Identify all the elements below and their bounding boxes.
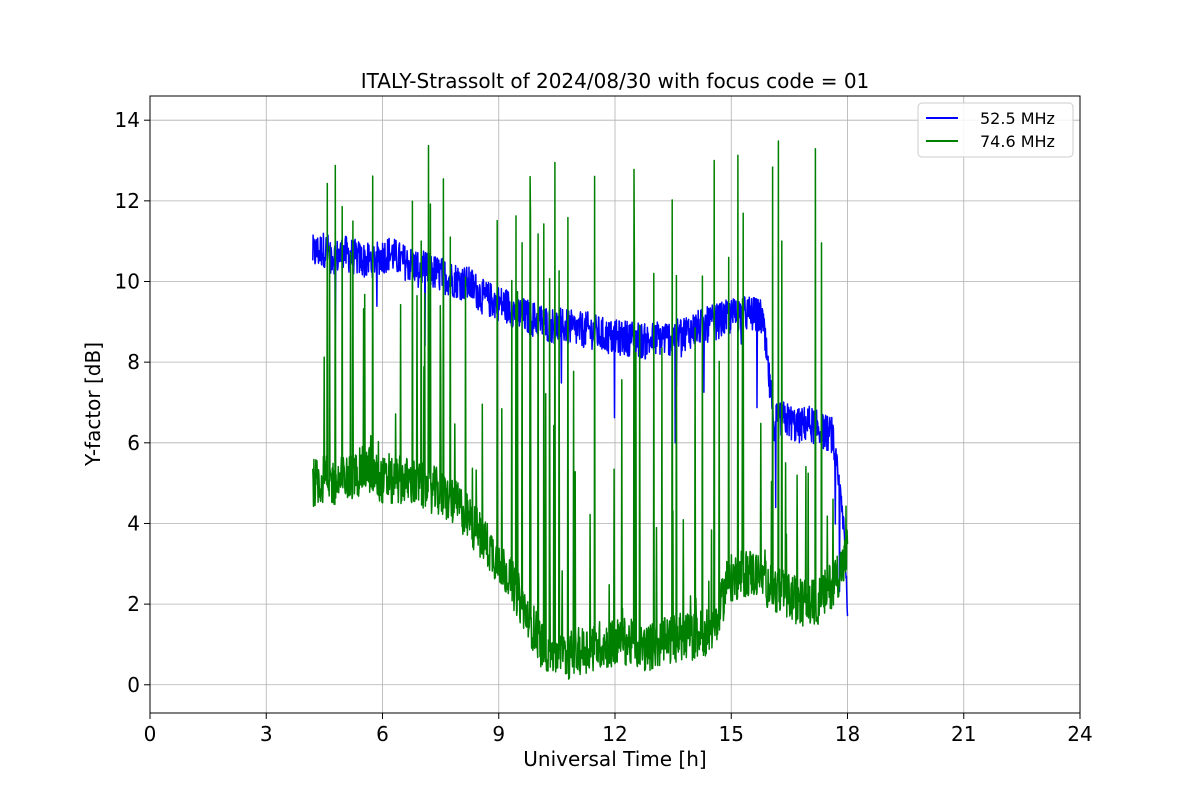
y-tick-label: 8 — [127, 350, 140, 374]
x-tick-label: 18 — [835, 722, 860, 746]
legend-label: 52.5 MHz — [980, 109, 1055, 128]
y-tick-label: 10 — [115, 270, 140, 294]
series-line — [312, 232, 849, 617]
y-tick-label: 12 — [115, 189, 140, 213]
x-tick-label: 9 — [492, 722, 505, 746]
y-tick-label: 6 — [127, 431, 140, 455]
x-axis-label: Universal Time [h] — [523, 747, 706, 771]
y-tick-label: 0 — [127, 673, 140, 697]
legend-box — [917, 102, 1074, 158]
y-axis-label: Y-factor [dB] — [81, 342, 105, 467]
x-tick-label: 3 — [260, 722, 273, 746]
y-tick-label: 14 — [115, 108, 140, 132]
series-line — [312, 140, 849, 680]
x-tick-label: 6 — [376, 722, 389, 746]
y-tick-label: 2 — [127, 592, 140, 616]
chart-title: ITALY-Strassolt of 2024/08/30 with focus… — [361, 69, 870, 93]
legend-label: 74.6 MHz — [980, 132, 1055, 151]
x-tick-label: 12 — [602, 722, 627, 746]
x-tick-label: 21 — [951, 722, 976, 746]
x-tick-label: 24 — [1067, 722, 1092, 746]
x-tick-label: 15 — [719, 722, 744, 746]
x-tick-label: 0 — [144, 722, 157, 746]
y-tick-label: 4 — [127, 511, 140, 535]
